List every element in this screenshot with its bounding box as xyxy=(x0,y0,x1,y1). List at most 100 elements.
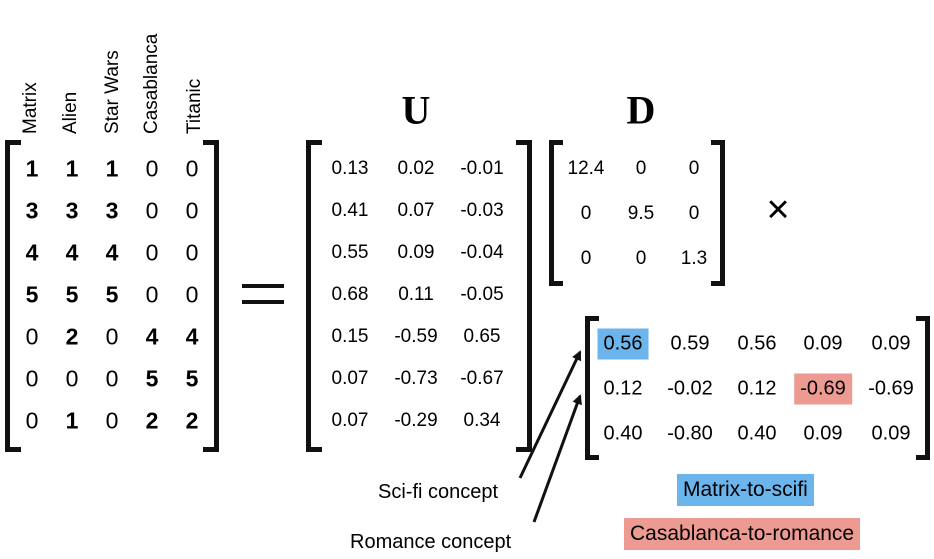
v-cell: 0.40 xyxy=(737,422,777,445)
movie-header-titanic: Titanic xyxy=(184,78,205,134)
ratings-cell: 2 xyxy=(145,407,159,434)
v-cell: 0.12 xyxy=(603,377,643,400)
ratings-cell: 0 xyxy=(105,407,119,434)
ratings-cell: 0 xyxy=(25,407,39,434)
matrix-to-scifi-tag: Matrix-to-scifi xyxy=(677,474,814,506)
u-cell: -0.03 xyxy=(460,200,504,221)
ratings-cell: 0 xyxy=(65,365,79,392)
ratings-cell: 3 xyxy=(65,197,79,224)
u-cell: -0.73 xyxy=(394,368,438,389)
ratings-cell: 5 xyxy=(185,365,199,392)
scifi-concept-label: Sci-fi concept xyxy=(378,481,499,503)
u-matrix-left-bracket xyxy=(306,140,322,452)
d-cell: 1.3 xyxy=(680,248,708,269)
ratings-cell: 0 xyxy=(185,281,199,308)
u-matrix-right-bracket xyxy=(516,140,532,452)
v-cell: -0.80 xyxy=(667,422,713,445)
ratings-cell: 0 xyxy=(25,365,39,392)
d-cell: 0 xyxy=(635,158,647,179)
ratings-cell: 1 xyxy=(25,155,39,182)
v-matrix-right-bracket xyxy=(916,316,930,460)
d-cell: 0 xyxy=(580,203,592,224)
ratings-cell: 5 xyxy=(25,281,39,308)
ratings-cell: 0 xyxy=(25,323,39,350)
v-cell: 0.12 xyxy=(737,377,777,400)
u-cell: 0.55 xyxy=(331,242,369,263)
d-cell: 0 xyxy=(580,248,592,269)
times-sign: × xyxy=(766,187,790,232)
u-matrix-title: U xyxy=(401,87,431,133)
casablanca-to-romance-tag: Casablanca-to-romance xyxy=(624,518,861,550)
ratings-cell: 5 xyxy=(145,365,159,392)
movie-header-matrix: Matrix xyxy=(20,82,41,134)
ratings-cell: 0 xyxy=(145,155,159,182)
u-cell: 0.11 xyxy=(398,284,434,305)
ratings-cell: 1 xyxy=(65,155,79,182)
v-cell: 0.09 xyxy=(803,422,843,445)
ratings-cell: 3 xyxy=(25,197,39,224)
romance-concept-label: Romance concept xyxy=(350,531,512,553)
u-cell: -0.29 xyxy=(394,410,438,431)
v-matrix-left-bracket xyxy=(585,316,599,460)
ratings-cell: 5 xyxy=(65,281,79,308)
ratings-cell: 0 xyxy=(185,239,199,266)
v-cell: -0.69 xyxy=(868,377,914,400)
ratings-cell: 4 xyxy=(145,323,159,350)
ratings-cell: 4 xyxy=(65,239,79,266)
ratings-matrix-right-bracket xyxy=(203,140,219,452)
v-cell: 0.40 xyxy=(603,422,643,445)
u-cell: 0.09 xyxy=(397,242,435,263)
v-cell: 0.09 xyxy=(871,332,911,355)
ratings-matrix-left-bracket xyxy=(5,140,21,452)
ratings-cell: 1 xyxy=(65,407,79,434)
v-cell: 0.56 xyxy=(737,332,777,355)
d-matrix-left-bracket xyxy=(549,140,563,286)
v-cell: 0.09 xyxy=(871,422,911,445)
v-cell: -0.02 xyxy=(667,377,713,400)
ratings-cell: 0 xyxy=(145,281,159,308)
u-cell: -0.05 xyxy=(460,284,504,305)
v-cell: 0.09 xyxy=(803,332,843,355)
u-cell: -0.04 xyxy=(460,242,504,263)
ratings-cell: 2 xyxy=(65,323,79,350)
v-cell: 0.59 xyxy=(670,332,710,355)
d-cell: 0 xyxy=(688,203,700,224)
d-cell: 9.5 xyxy=(627,203,655,224)
movie-header-alien: Alien xyxy=(60,91,81,134)
d-matrix-title: D xyxy=(626,87,656,133)
ratings-cell: 2 xyxy=(185,407,199,434)
romance-arrow xyxy=(532,394,582,523)
ratings-cell: 5 xyxy=(105,281,119,308)
u-cell: -0.67 xyxy=(460,368,504,389)
u-cell: 0.41 xyxy=(331,200,369,221)
v-cell-matrix-scifi-highlight: 0.56 xyxy=(597,328,649,360)
u-cell: 0.07 xyxy=(331,368,369,389)
ratings-cell: 4 xyxy=(105,239,119,266)
ratings-cell: 0 xyxy=(145,197,159,224)
v-cell-casablanca-romance-highlight: -0.69 xyxy=(794,373,852,405)
ratings-cell: 4 xyxy=(185,323,199,350)
d-cell: 12.4 xyxy=(567,158,605,179)
movie-header-star-wars: Star Wars xyxy=(102,50,123,134)
ratings-cell: 0 xyxy=(185,155,199,182)
ratings-cell: 4 xyxy=(25,239,39,266)
u-cell: 0.15 xyxy=(331,326,369,347)
ratings-cell: 0 xyxy=(105,323,119,350)
ratings-cell: 3 xyxy=(105,197,119,224)
u-cell: 0.07 xyxy=(397,200,435,221)
d-matrix-right-bracket xyxy=(711,140,725,286)
u-cell: 0.02 xyxy=(397,158,435,179)
d-cell: 0 xyxy=(635,248,647,269)
ratings-cell: 1 xyxy=(105,155,119,182)
ratings-cell: 0 xyxy=(105,365,119,392)
u-cell: 0.65 xyxy=(463,326,501,347)
u-cell: 0.13 xyxy=(331,158,369,179)
u-cell: 0.68 xyxy=(331,284,369,305)
d-cell: 0 xyxy=(688,158,700,179)
u-cell: 0.34 xyxy=(463,410,501,431)
ratings-cell: 0 xyxy=(145,239,159,266)
u-cell: 0.07 xyxy=(331,410,369,431)
u-cell: -0.59 xyxy=(394,326,438,347)
u-cell: -0.01 xyxy=(460,158,504,179)
ratings-cell: 0 xyxy=(185,197,199,224)
